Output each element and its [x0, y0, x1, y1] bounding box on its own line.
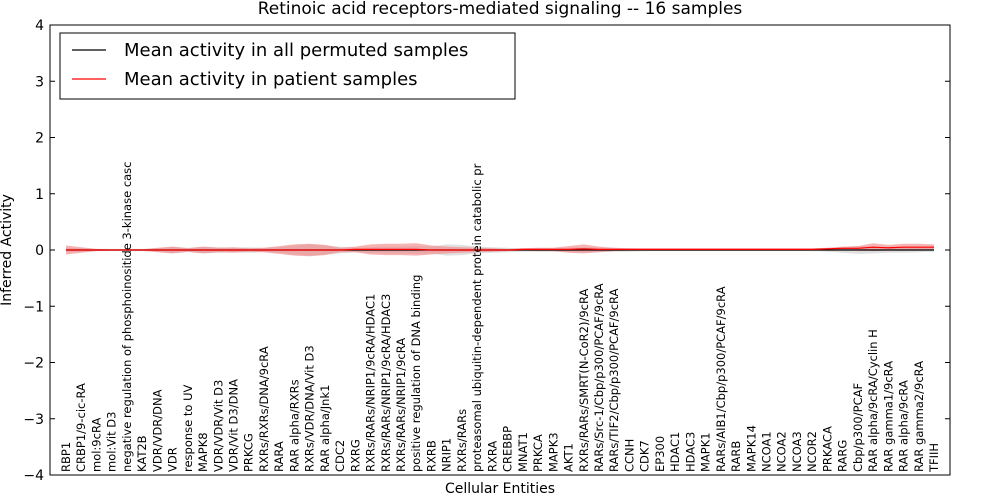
x-category-label: MAPK8: [196, 432, 210, 472]
x-category-label: NCOA1: [760, 431, 774, 472]
y-tick-label: 0: [35, 243, 44, 259]
x-category-label: PRKCA: [531, 434, 545, 472]
x-category-label: proteasomal ubiquitin-dependent protein …: [470, 163, 484, 472]
x-category-label: RXRs/RXRs/DNA/9cRA: [257, 346, 271, 472]
x-category-label: AKT1: [562, 443, 576, 472]
x-category-label: NRIP1: [440, 438, 454, 472]
x-category-label: RXRB: [425, 440, 439, 472]
x-category-label: HDAC1: [668, 432, 682, 472]
x-category-label: KAT2B: [135, 435, 149, 472]
x-category-label: RXRG: [348, 439, 362, 472]
y-tick-label: 2: [35, 131, 44, 147]
x-category-label: CCNH: [622, 439, 636, 472]
x-category-label: NCOA3: [790, 431, 804, 472]
x-category-label: RARB: [729, 441, 743, 472]
x-category-label: MAPK3: [546, 432, 560, 472]
x-category-label: negative regulation of phosphoinositide …: [120, 162, 134, 473]
legend: Mean activity in all permuted samples Me…: [59, 32, 516, 100]
x-category-label: PRKCG: [242, 433, 256, 472]
x-axis: RBP1 CRBP1/9-cic-RA mol:9cRA mol:Vit D3 nega…: [59, 162, 941, 474]
legend-label-permuted: Mean activity in all permuted samples: [124, 40, 468, 61]
y-tick-label: −2: [23, 356, 44, 372]
x-category-label: RAR alpha/9cRA/Cyclin H: [866, 329, 880, 472]
x-category-label: CREBBP: [501, 426, 515, 472]
x-category-label: RAR gamma1/9cRA: [881, 361, 895, 472]
x-category-label: RXRs/RARs/SMRT(N-CoR2)/9cRA: [577, 288, 591, 472]
x-category-label: VDR/VDR/Vit D3: [211, 380, 225, 472]
x-category-label: RARs/Src-1/Cbp/p300/PCAF/9cRA: [592, 283, 606, 472]
x-category-label: RARs/TIF2/Cbp/p300/PCAF/9cRA: [607, 288, 621, 472]
y-tick-label: −4: [23, 468, 44, 484]
y-axis: −4 −3 −2 −1 0 1 2 3 4: [23, 18, 950, 484]
y-tick-label: 4: [35, 18, 44, 34]
x-category-label: RBP1: [59, 442, 73, 472]
y-tick-label: −1: [23, 299, 44, 315]
x-category-label: RAR alpha/9cRA: [897, 380, 911, 472]
x-category-label: RXRs/RARs/NRIP1/9cRA/HDAC1: [364, 294, 378, 472]
x-category-label: RAR alpha/Jnk1: [318, 385, 332, 472]
y-tick-label: 1: [35, 187, 44, 203]
chart-title: Retinoic acid receptors-mediated signali…: [258, 0, 743, 19]
x-category-label: VDR/VDR/DNA: [150, 389, 164, 472]
x-category-label: RARG: [836, 440, 850, 472]
x-category-label: RXRs/VDR/DNA/Vit D3: [303, 345, 317, 472]
x-category-label: positive regulation of DNA binding: [409, 275, 423, 472]
x-category-label: response to UV: [181, 384, 195, 472]
x-category-label: RXRA: [485, 441, 499, 472]
x-category-label: Cbp/p300/PCAF: [851, 383, 865, 472]
y-axis-label: Inferred Activity: [0, 194, 15, 306]
x-category-label: RARA: [272, 441, 286, 472]
legend-label-patient: Mean activity in patient samples: [124, 69, 418, 90]
x-category-label: MNAT1: [516, 432, 530, 472]
series-line-1: [66, 246, 934, 251]
x-category-label: RXRs/RARs/NRIP1/9cRA: [394, 338, 408, 472]
x-category-label: mol:Vit D3: [105, 412, 119, 472]
legend-box: [59, 32, 516, 100]
x-category-label: CRBP1/9-cic-RA: [74, 383, 88, 472]
x-category-label: EP300: [653, 436, 667, 472]
series-lines: [66, 246, 934, 251]
x-category-label: NCOR2: [805, 431, 819, 472]
x-category-label: VDR: [166, 447, 180, 472]
x-category-label: NCOA2: [775, 431, 789, 472]
x-category-label: mol:9cRA: [90, 418, 104, 472]
x-category-label: CDK7: [638, 440, 652, 472]
x-category-label: CDC2: [333, 440, 347, 472]
y-tick-label: −3: [23, 412, 44, 428]
x-category-label: RAR alpha/RXRs: [287, 379, 301, 472]
x-category-label: RXRs/RARs/NRIP1/9cRA/HDAC3: [379, 294, 393, 472]
x-category-label: VDR/Vit D3/DNA: [227, 379, 241, 472]
x-category-label: PRKACA: [820, 426, 834, 472]
x-axis-label: Cellular Entities: [445, 481, 555, 497]
x-category-label: RAR gamma2/9cRA: [912, 361, 926, 472]
x-category-label: RARs/AIB1/Cbp/p300/PCAF/9cRA: [714, 286, 728, 472]
x-category-label: MAPK1: [699, 432, 713, 472]
y-tick-label: 3: [35, 74, 44, 90]
x-category-label: TFIIH: [927, 443, 941, 473]
x-category-label: RXRs/RARs: [455, 409, 469, 472]
x-category-label: HDAC3: [683, 432, 697, 472]
x-category-label: MAPK14: [744, 425, 758, 472]
